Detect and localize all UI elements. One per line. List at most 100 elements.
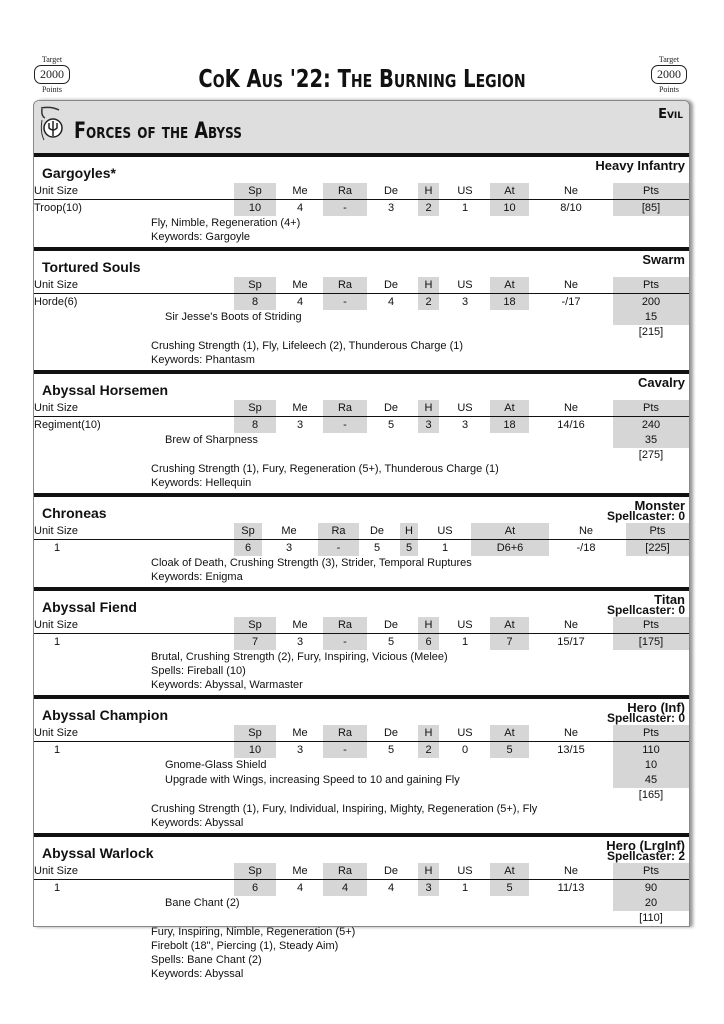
unit-type-block: Swarm xyxy=(642,253,685,266)
stat-pts: [225] xyxy=(626,540,689,556)
stat-pts: [85] xyxy=(613,200,689,216)
unit-name: Abyssal Champion xyxy=(42,707,169,723)
special-rules: Keywords: Enigma xyxy=(151,571,243,583)
stat-us: 0 xyxy=(461,744,469,756)
unit-title-row: Gargoyles* Heavy Infantry xyxy=(34,157,689,183)
header-sp: Sp xyxy=(234,725,276,741)
stat-pts: 240 xyxy=(613,417,689,433)
stat-at: 7 xyxy=(490,634,529,650)
stat-row: 1 6 4 4 4 3 1 5 11/13 90 xyxy=(34,880,689,896)
unit-size: 1 xyxy=(54,744,61,756)
option-row: Upgrade with Wings, increasing Speed to … xyxy=(34,773,689,788)
stat-ne: 13/15 xyxy=(557,744,585,756)
total-row: [215] xyxy=(34,325,689,339)
header-pts: Pts xyxy=(626,523,689,539)
header-us: US xyxy=(437,525,453,537)
header-de: De xyxy=(383,185,399,197)
unit-type: Heavy Infantry xyxy=(595,158,685,173)
stat-at: D6+6 xyxy=(471,540,549,556)
stat-ne: -/17 xyxy=(561,296,581,308)
unit-type-block: Hero (Inf) Spellcaster: 0 xyxy=(606,700,685,725)
target-points-left: Target 2000 Points xyxy=(34,55,70,94)
header-us: US xyxy=(457,727,473,739)
header-h: H xyxy=(400,523,418,539)
header-at: At xyxy=(490,400,529,416)
rule-row: Crushing Strength (1), Fury, Individual,… xyxy=(34,802,689,816)
special-rules: Keywords: Abyssal xyxy=(151,817,244,829)
unit-entry: Tortured Souls Swarm Unit Size Sp Me Ra De H US A… xyxy=(34,247,689,370)
spellcaster-level: Spellcaster: 0 xyxy=(606,509,685,523)
stat-header-row: Unit Size Sp Me Ra De H US At Ne Pts xyxy=(34,617,689,634)
unit-total-points: [215] xyxy=(638,326,664,338)
header-pts: Pts xyxy=(613,277,689,293)
unit-type: Hero (LrgInf) xyxy=(606,838,685,853)
unit-name: Abyssal Warlock xyxy=(42,845,154,861)
stat-pts: 200 xyxy=(613,294,689,310)
unit-name: Tortured Souls xyxy=(42,259,141,275)
stat-h: 6 xyxy=(418,634,439,650)
header-pts: Pts xyxy=(613,725,689,741)
option-points: 45 xyxy=(613,773,689,788)
header-unit-size: Unit Size xyxy=(34,619,79,631)
stat-header-row: Unit Size Sp Me Ra De H US At Ne Pts xyxy=(34,725,689,742)
header-at: At xyxy=(490,183,529,199)
unit-title-row: Abyssal Horsemen Cavalry xyxy=(34,374,689,400)
unit-name: Abyssal Horsemen xyxy=(42,382,169,398)
unit-type: Cavalry xyxy=(638,375,685,390)
stat-de: 4 xyxy=(387,296,395,308)
target-unit: Points xyxy=(41,85,62,94)
stat-row: Troop(10) 10 4 - 3 2 1 10 8/10 [85] xyxy=(34,200,689,216)
stat-ra: - xyxy=(318,540,359,556)
stat-at: 10 xyxy=(490,200,529,216)
special-rules: Crushing Strength (1), Fury, Regeneratio… xyxy=(151,463,499,475)
option-row: Bane Chant (2) 20 xyxy=(34,896,689,911)
special-rules: Brutal, Crushing Strength (2), Fury, Ins… xyxy=(151,651,448,663)
stat-header-row: Unit Size Sp Me Ra De H US At Ne Pts xyxy=(34,400,689,417)
special-rules: Keywords: Abyssal, Warmaster xyxy=(151,679,303,691)
header-pts: Pts xyxy=(613,863,689,879)
header-h: H xyxy=(418,863,439,879)
spellcaster-level: Spellcaster: 0 xyxy=(606,711,685,725)
header-pts: Pts xyxy=(613,183,689,199)
header-ra: Ra xyxy=(323,863,367,879)
stat-us: 1 xyxy=(461,202,469,214)
rule-row: Keywords: Hellequin xyxy=(34,476,689,490)
stat-ra: - xyxy=(323,294,367,310)
header-ne: Ne xyxy=(563,619,579,631)
rule-row: Keywords: Gargoyle xyxy=(34,230,689,244)
army-crest-icon xyxy=(40,106,63,141)
stat-me: 3 xyxy=(296,419,304,431)
option-points: 10 xyxy=(613,758,689,773)
header-me: Me xyxy=(292,865,308,877)
rule-row: Brutal, Crushing Strength (2), Fury, Ins… xyxy=(34,650,689,664)
header-sp: Sp xyxy=(234,400,276,416)
total-row: [110] xyxy=(34,911,689,925)
stat-de: 5 xyxy=(387,636,395,648)
total-row: [165] xyxy=(34,788,689,802)
stat-h: 2 xyxy=(418,294,439,310)
stat-sp: 8 xyxy=(234,417,276,433)
special-rules: Spells: Bane Chant (2) xyxy=(151,954,262,966)
header-us: US xyxy=(457,185,473,197)
stat-de: 5 xyxy=(373,542,381,554)
stat-at: 5 xyxy=(490,880,529,896)
stat-sp: 10 xyxy=(234,742,276,758)
option-points: 35 xyxy=(613,433,689,448)
unit-total-points: [110] xyxy=(639,912,663,924)
header-h: H xyxy=(418,400,439,416)
header-ra: Ra xyxy=(323,400,367,416)
header-unit-size: Unit Size xyxy=(34,402,79,414)
spellcaster-level: Spellcaster: 0 xyxy=(606,603,685,617)
header-ne: Ne xyxy=(563,865,579,877)
unit-type-block: Cavalry xyxy=(638,375,685,390)
rule-row: Spells: Fireball (10) xyxy=(34,664,689,678)
stat-sp: 8 xyxy=(234,294,276,310)
stat-row: 1 10 3-5 2 0 5 13/15 110 xyxy=(34,742,689,758)
stat-de: 3 xyxy=(387,202,395,214)
unit-entry: Abyssal Fiend Titan Spellcaster: 0 Unit Siz… xyxy=(34,587,689,695)
header-me: Me xyxy=(292,727,308,739)
rule-row: Fly, Nimble, Regeneration (4+) xyxy=(34,216,689,230)
unit-type: Hero (Inf) xyxy=(627,700,685,715)
stat-ne: 14/16 xyxy=(557,419,585,431)
stat-me: 3 xyxy=(296,636,304,648)
